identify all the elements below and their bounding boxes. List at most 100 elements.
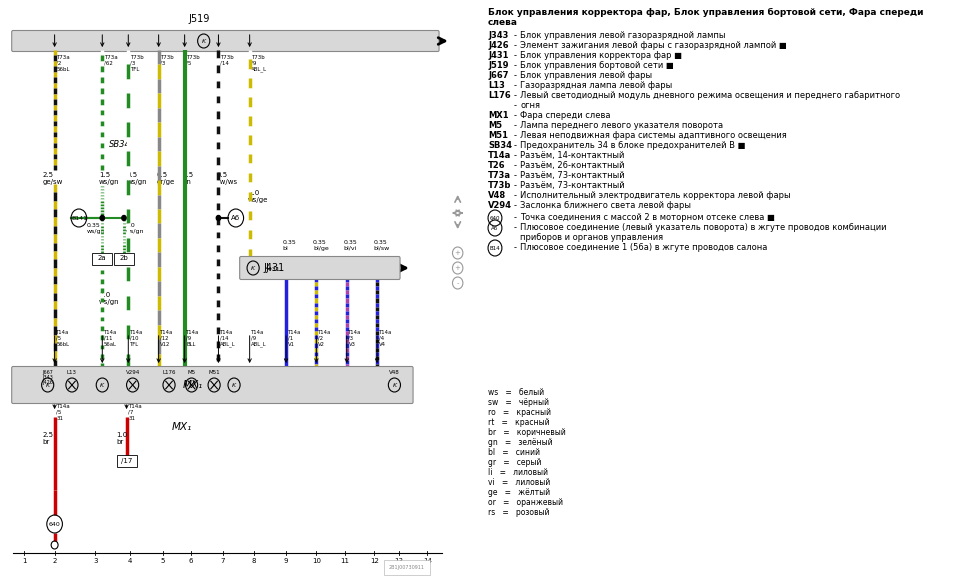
Text: sw   =   чёрный: sw = чёрный: [488, 398, 549, 407]
Text: -: -: [514, 141, 517, 150]
Text: 10: 10: [312, 558, 321, 564]
Text: T14a
/3
V3: T14a /3 V3: [348, 330, 362, 347]
Text: -: -: [514, 31, 517, 40]
Text: Разъём, 73-контактный: Разъём, 73-контактный: [520, 181, 625, 190]
Text: V294: V294: [126, 370, 140, 375]
Text: T14a
/9
BLL: T14a /9 BLL: [186, 330, 200, 347]
Text: 1.0
ws/gn: 1.0 ws/gn: [99, 292, 119, 305]
Text: T14a
/4
V4: T14a /4 V4: [379, 330, 392, 347]
Text: T73b: T73b: [488, 181, 512, 190]
Text: L13: L13: [67, 370, 77, 375]
Text: ge   =   жёлтый: ge = жёлтый: [488, 488, 550, 497]
Text: Газоразрядная лампа левой фары: Газоразрядная лампа левой фары: [520, 81, 672, 90]
Text: Блок управления корректора фар ■: Блок управления корректора фар ■: [520, 51, 683, 60]
FancyBboxPatch shape: [240, 257, 400, 280]
Text: -: -: [514, 181, 517, 190]
Text: 5: 5: [160, 558, 165, 564]
Text: T14a
/2
V2: T14a /2 V2: [318, 330, 331, 347]
Text: br   =   коричневый: br = коричневый: [488, 428, 565, 437]
Text: ro   =   красный: ro = красный: [488, 408, 551, 417]
Text: T73b
/14: T73b /14: [220, 55, 234, 66]
Text: rs   =   розовый: rs = розовый: [488, 508, 549, 517]
Text: T14a
/5
31: T14a /5 31: [57, 404, 70, 421]
Text: K: K: [202, 39, 205, 44]
Text: -: -: [514, 41, 517, 50]
Text: 14: 14: [423, 558, 432, 564]
Text: K: K: [232, 383, 236, 388]
Text: J667: J667: [42, 370, 53, 375]
Text: T14a
/5
56bL: T14a /5 56bL: [57, 330, 69, 347]
Text: Разъём, 14-контактный: Разъём, 14-контактный: [520, 151, 625, 160]
Text: B14: B14: [490, 246, 500, 250]
Text: MX₁: MX₁: [182, 380, 203, 390]
FancyBboxPatch shape: [114, 253, 134, 265]
Text: -: -: [514, 171, 517, 180]
Text: -: -: [514, 151, 517, 160]
Text: 2a: 2a: [98, 255, 107, 261]
Text: K: K: [46, 383, 50, 388]
Circle shape: [216, 216, 221, 220]
Text: T14a
/7
31: T14a /7 31: [129, 404, 142, 421]
Text: or   =   оранжевый: or = оранжевый: [488, 498, 563, 507]
Text: li   =   лиловый: li = лиловый: [488, 468, 548, 477]
Circle shape: [100, 216, 105, 220]
Text: 2B1J00730911: 2B1J00730911: [389, 565, 424, 570]
FancyBboxPatch shape: [12, 366, 413, 403]
Text: J343: J343: [42, 375, 53, 380]
Text: -: -: [456, 280, 459, 286]
Text: 0.35
bl: 0.35 bl: [282, 240, 297, 251]
Text: Точка соединения с массой 2 в моторном отсеке слева ■: Точка соединения с массой 2 в моторном о…: [520, 213, 775, 222]
Text: -: -: [514, 191, 517, 200]
Text: 2: 2: [53, 558, 57, 564]
Text: Блок управления корректора фар, Блок управления бортовой сети, Фара спереди: Блок управления корректора фар, Блок упр…: [488, 8, 924, 17]
FancyBboxPatch shape: [116, 454, 136, 466]
Text: T14a
/1
V1: T14a /1 V1: [288, 330, 301, 347]
Text: J426: J426: [488, 41, 509, 50]
Text: 2b: 2b: [120, 255, 129, 261]
Text: T14a
/10
TFL: T14a /10 TFL: [130, 330, 143, 347]
Text: -: -: [514, 111, 517, 120]
Text: V294: V294: [488, 201, 512, 210]
Text: J₄₃₁: J₄₃₁: [265, 263, 280, 273]
Text: Разъём, 26-контактный: Разъём, 26-контактный: [520, 161, 625, 170]
Text: 1.0
br: 1.0 br: [116, 432, 128, 445]
Text: Заслонка ближнего света левой фары: Заслонка ближнего света левой фары: [520, 201, 691, 210]
Text: 1.0
ws/gn: 1.0 ws/gn: [126, 223, 144, 234]
Text: B141: B141: [71, 216, 87, 220]
Text: T14a
/11
56aL: T14a /11 56aL: [104, 330, 117, 347]
Text: Левая неподвижная фара системы адаптивного освещения: Левая неподвижная фара системы адаптивно…: [520, 131, 787, 140]
Text: L176: L176: [162, 370, 176, 375]
Text: Предохранитель 34 в блоке предохранителей B ■: Предохранитель 34 в блоке предохранителе…: [520, 141, 746, 150]
Text: M5: M5: [488, 121, 502, 130]
Text: T73b
/3
TFL: T73b /3 TFL: [130, 55, 144, 72]
Text: Элемент зажигания левой фары с газоразрядной лампой ■: Элемент зажигания левой фары с газоразря…: [520, 41, 787, 50]
Text: 9: 9: [284, 558, 288, 564]
Text: 0.35
bl/sw: 0.35 bl/sw: [373, 240, 390, 251]
Text: J343: J343: [488, 31, 509, 40]
Text: T14a
/14
ABL_L: T14a /14 ABL_L: [220, 330, 236, 347]
Text: 0.35
ws/gn: 0.35 ws/gn: [86, 223, 106, 234]
Text: -: -: [514, 213, 517, 222]
Text: M51: M51: [208, 370, 220, 375]
Text: SB34: SB34: [488, 141, 512, 150]
Text: -: -: [514, 71, 517, 80]
Text: T73a: T73a: [488, 171, 511, 180]
Text: огня: огня: [520, 101, 540, 110]
Text: 1.0
ws/ge: 1.0 ws/ge: [248, 190, 268, 203]
Text: -: -: [514, 161, 517, 170]
Text: 7: 7: [221, 558, 225, 564]
Text: L176: L176: [488, 91, 511, 100]
Text: rt   =   красный: rt = красный: [488, 418, 550, 427]
Text: -: -: [514, 51, 517, 60]
Text: приборов и органов управления: приборов и органов управления: [520, 233, 663, 242]
Text: Левый светодиодный модуль дневного режима освещения и переднего габаритного: Левый светодиодный модуль дневного режим…: [520, 91, 900, 100]
Text: -: -: [514, 243, 517, 252]
Text: T26
/17: T26 /17: [288, 260, 298, 271]
Text: MX₁: MX₁: [172, 422, 192, 432]
Text: gn   =   зелёный: gn = зелёный: [488, 438, 553, 447]
Text: Блок управления левой газоразрядной лампы: Блок управления левой газоразрядной ламп…: [520, 31, 726, 40]
Text: L13: L13: [488, 81, 505, 90]
Text: V48: V48: [488, 191, 506, 200]
Text: 11: 11: [341, 558, 349, 564]
Text: Фара спереди слева: Фара спереди слева: [520, 111, 611, 120]
